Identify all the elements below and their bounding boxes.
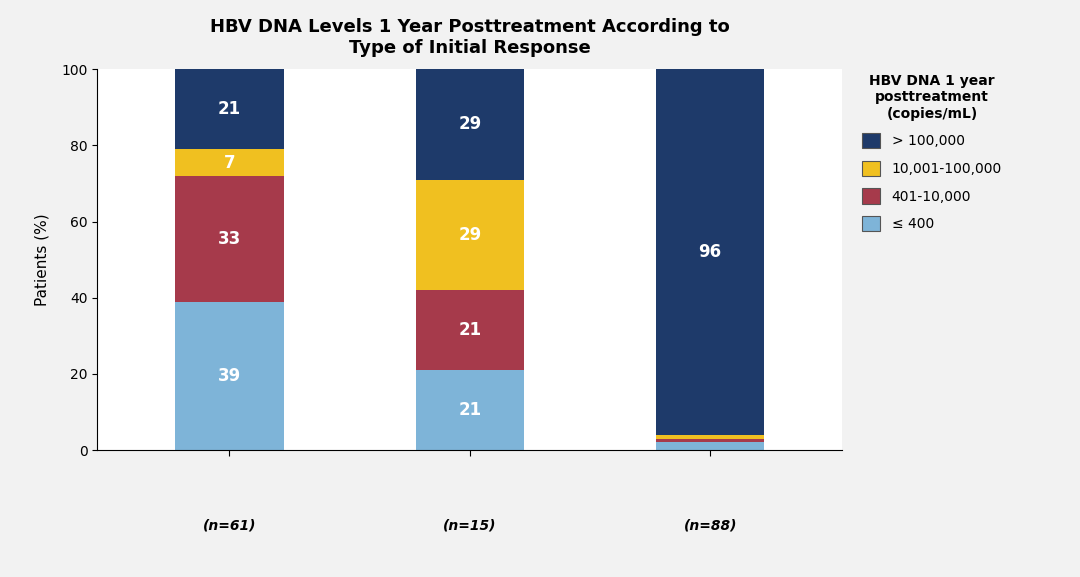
Text: 39: 39 [218,367,241,385]
Text: 21: 21 [458,321,482,339]
Text: 29: 29 [458,226,482,244]
Text: 21: 21 [458,401,482,419]
Text: 7: 7 [224,153,235,171]
Text: 29: 29 [458,115,482,133]
Bar [657,443,765,450]
Bar [175,176,283,302]
Legend: > 100,000, 10,001-100,000, 401-10,000, ≤ 400: > 100,000, 10,001-100,000, 401-10,000, ≤… [856,69,1008,237]
Bar [416,69,524,179]
Bar [657,435,765,439]
Bar [657,439,765,443]
Bar [175,69,283,149]
Text: (n=88): (n=88) [684,519,737,533]
Text: 21: 21 [218,100,241,118]
Text: 96: 96 [699,243,721,261]
Text: (n=61): (n=61) [203,519,256,533]
Text: (n=15): (n=15) [443,519,497,533]
Title: HBV DNA Levels 1 Year Posttreatment According to
Type of Initial Response: HBV DNA Levels 1 Year Posttreatment Acco… [210,18,730,57]
Text: 33: 33 [218,230,241,248]
Y-axis label: Patients (%): Patients (%) [35,213,50,306]
Bar [416,370,524,450]
Bar [175,149,283,176]
Bar [416,290,524,370]
Bar [416,179,524,290]
Bar [657,69,765,435]
Bar [175,302,283,450]
